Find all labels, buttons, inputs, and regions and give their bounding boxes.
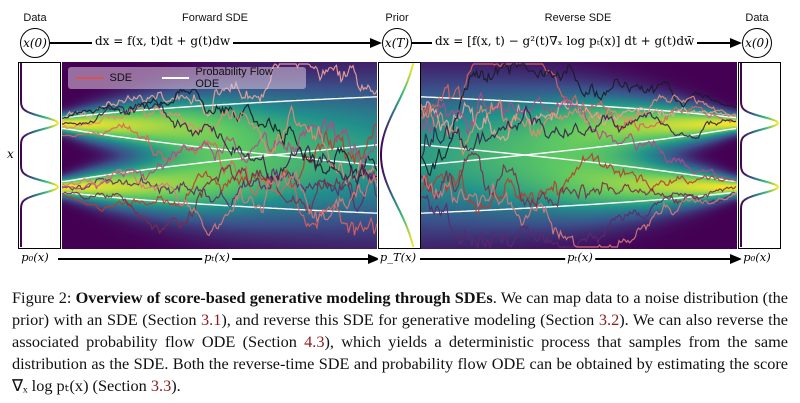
legend-label-ode: Probability Flow ODE — [195, 66, 273, 90]
reverse-density-heatmap — [421, 62, 737, 249]
reverse-sde-label: Reverse SDE — [544, 12, 612, 24]
p0-left-label: p₀(x) — [19, 250, 51, 264]
prior-density — [378, 62, 421, 249]
data-label-right: Data — [745, 12, 769, 24]
section-ref-link[interactable]: 3.2 — [598, 310, 620, 329]
legend-swatch-sde — [76, 77, 104, 79]
sde-trajectory — [421, 91, 737, 182]
sde-trajectory — [62, 116, 377, 190]
reverse-sde-equation: dx = [f(x, t) − g²(t)∇ₓ log pₜ(x)] dt + … — [432, 34, 698, 48]
sde-trajectory — [62, 63, 377, 123]
ode-trajectory — [421, 191, 737, 214]
forward-arrowhead — [370, 38, 382, 48]
sde-trajectory — [421, 174, 737, 248]
caption-text: ), and reverse this SDE for generative m… — [221, 310, 599, 329]
figure-label: Figure 2: — [12, 288, 76, 307]
sde-trajectory — [62, 123, 377, 212]
caption-text: ). We can also reverse the associated pr… — [12, 310, 789, 351]
sde-trajectory — [62, 169, 377, 237]
ode-trajectory — [421, 127, 737, 166]
sde-trajectory — [62, 164, 377, 235]
section-ref-link[interactable]: 4.3 — [304, 332, 325, 351]
caption-text: ), which yields a deterministic process … — [12, 332, 788, 395]
p0-right-label: p₀(x) — [741, 250, 773, 264]
data-label-left: Data — [23, 12, 47, 24]
reverse-trajectories — [421, 62, 737, 249]
data-density-left — [18, 62, 61, 249]
legend: SDE Probability Flow ODE — [68, 66, 306, 90]
reverse-time-arrowhead — [730, 254, 742, 264]
legend-label-sde: SDE — [109, 72, 133, 84]
caption-text: . We can map data to a noise distributio… — [12, 288, 788, 329]
sde-trajectory — [421, 93, 737, 157]
forward-trajectories — [62, 63, 377, 237]
legend-swatch-ode — [161, 77, 190, 79]
prior-density-curve — [380, 62, 415, 248]
sde-trajectory — [62, 122, 377, 236]
sde-trajectory — [62, 101, 377, 186]
y-axis-label: x — [7, 147, 14, 161]
data-density-curve — [20, 63, 60, 247]
node-x0-start: x(0) — [20, 28, 50, 58]
sde-trajectory — [62, 104, 377, 186]
data-density-right — [738, 62, 781, 249]
node-xT: x(T) — [382, 28, 412, 58]
caption-title: Overview of score-based generative model… — [75, 288, 493, 307]
data-density-curve — [740, 63, 780, 247]
section-ref-link[interactable]: 3.1 — [201, 310, 222, 329]
caption-text: ). — [171, 376, 181, 395]
prior-label: Prior — [385, 12, 409, 24]
ode-trajectory — [62, 96, 377, 119]
sde-trajectory — [421, 63, 737, 132]
node-x0-end: x(0) — [742, 28, 772, 58]
forward-sde-label: Forward SDE — [181, 12, 249, 24]
sde-trajectory — [421, 152, 737, 215]
sde-trajectory — [421, 104, 737, 158]
sde-trajectory — [421, 62, 737, 177]
pt-reverse-label: pₜ(x) — [565, 250, 595, 264]
reverse-arrowhead — [730, 38, 742, 48]
pt-forward-label: pₜ(x) — [202, 250, 232, 264]
sde-trajectory — [421, 191, 737, 249]
section-ref-link[interactable]: 3.3 — [150, 376, 172, 395]
pT-label: p_T(x) — [377, 250, 419, 264]
forward-sde-equation: dx = f(x, t)dt + g(t)dw — [92, 34, 234, 48]
ode-trajectory — [421, 96, 737, 119]
figure-caption: Figure 2: Overview of score-based genera… — [12, 287, 788, 397]
forward-time-arrowhead — [368, 254, 380, 264]
